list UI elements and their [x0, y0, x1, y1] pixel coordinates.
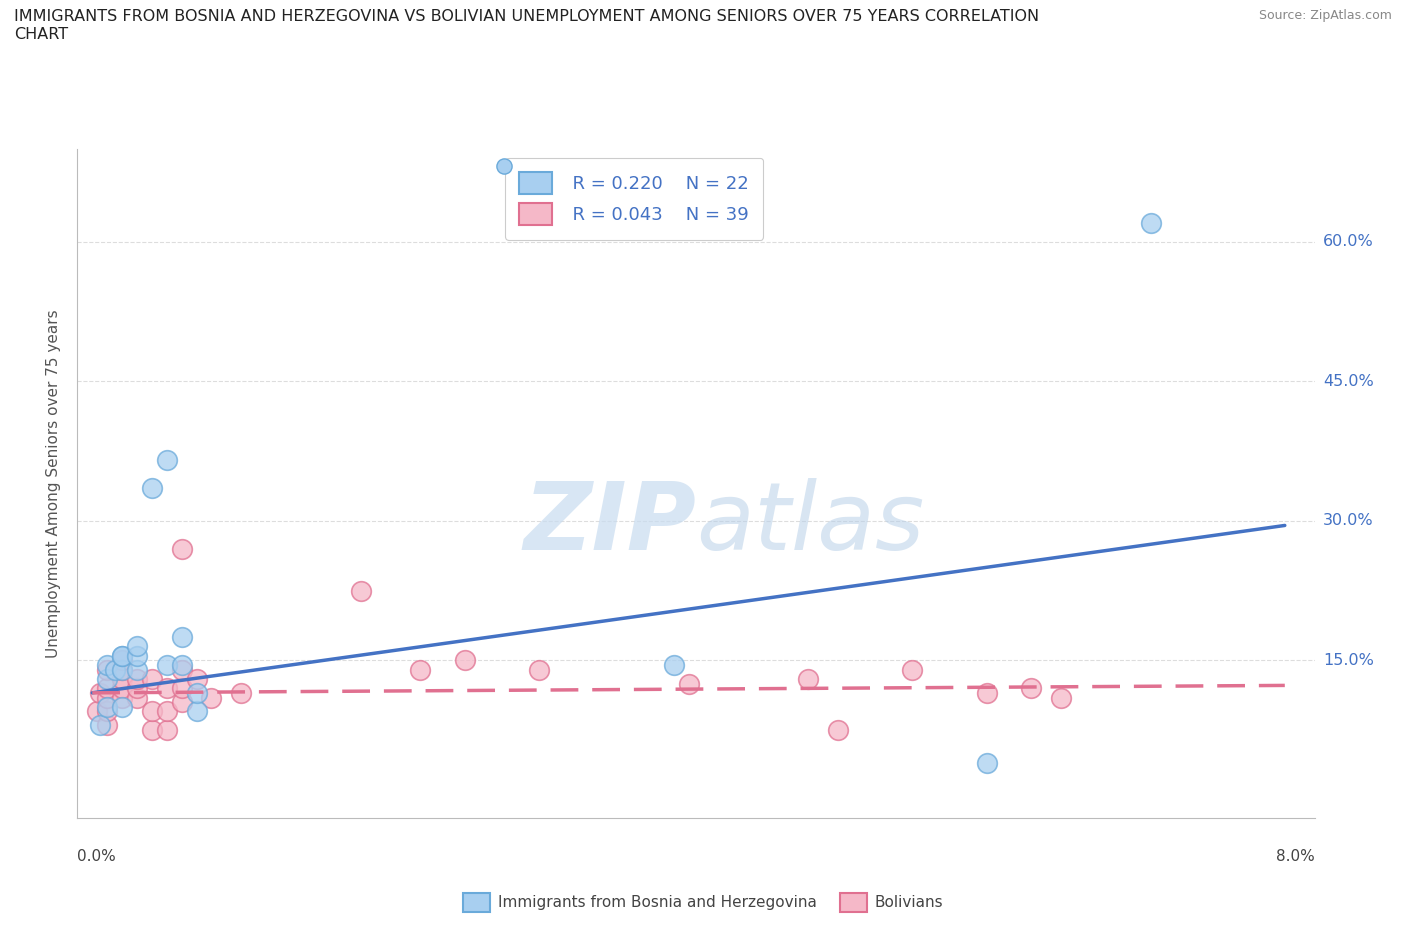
- Point: [96, 704, 118, 719]
- Point: [678, 676, 700, 691]
- Point: [170, 541, 193, 556]
- Text: 8.0%: 8.0%: [1275, 849, 1315, 864]
- Text: 45.0%: 45.0%: [1323, 374, 1374, 389]
- Point: [89, 718, 111, 733]
- Point: [156, 681, 179, 696]
- Point: [96, 658, 118, 672]
- Point: [111, 699, 134, 714]
- Point: [200, 690, 222, 705]
- Point: [96, 718, 118, 733]
- Point: [662, 658, 685, 672]
- Point: [797, 671, 820, 686]
- Text: 15.0%: 15.0%: [1323, 653, 1374, 668]
- Point: [111, 648, 134, 663]
- Point: [1139, 216, 1161, 231]
- Point: [125, 662, 148, 677]
- Point: [156, 658, 179, 672]
- Point: [89, 685, 111, 700]
- Point: [186, 704, 208, 719]
- Point: [976, 685, 998, 700]
- Point: [96, 681, 118, 696]
- Point: [976, 755, 998, 770]
- Point: [349, 583, 371, 598]
- Point: [170, 681, 193, 696]
- Point: [231, 685, 253, 700]
- Point: [186, 685, 208, 700]
- Point: [156, 704, 179, 719]
- Text: atlas: atlas: [696, 478, 924, 569]
- Point: [111, 648, 134, 663]
- Point: [170, 662, 193, 677]
- Point: [86, 704, 108, 719]
- Point: [111, 662, 134, 677]
- Point: [125, 648, 148, 663]
- Point: [125, 690, 148, 705]
- Point: [454, 653, 477, 668]
- Point: [409, 662, 432, 677]
- Point: [170, 695, 193, 710]
- Point: [1050, 690, 1073, 705]
- Point: [111, 662, 134, 677]
- Point: [827, 723, 849, 737]
- Point: [125, 639, 148, 654]
- Point: [529, 662, 551, 677]
- Text: 30.0%: 30.0%: [1323, 513, 1374, 528]
- Y-axis label: Unemployment Among Seniors over 75 years: Unemployment Among Seniors over 75 years: [46, 310, 62, 658]
- Point: [156, 453, 179, 468]
- Point: [125, 681, 148, 696]
- Text: 60.0%: 60.0%: [1323, 234, 1374, 249]
- Point: [96, 699, 118, 714]
- Point: [141, 671, 163, 686]
- Point: [141, 723, 163, 737]
- Point: [111, 690, 134, 705]
- Text: Source: ZipAtlas.com: Source: ZipAtlas.com: [1258, 9, 1392, 22]
- Point: [96, 690, 118, 705]
- Point: [111, 681, 134, 696]
- Point: [186, 671, 208, 686]
- Point: [111, 653, 134, 668]
- Point: [96, 671, 118, 686]
- Point: [141, 704, 163, 719]
- Text: ZIP: ZIP: [523, 478, 696, 570]
- Point: [96, 662, 118, 677]
- Point: [125, 671, 148, 686]
- Point: [141, 481, 163, 496]
- Point: [156, 723, 179, 737]
- Text: IMMIGRANTS FROM BOSNIA AND HERZEGOVINA VS BOLIVIAN UNEMPLOYMENT AMONG SENIORS OV: IMMIGRANTS FROM BOSNIA AND HERZEGOVINA V…: [14, 9, 1039, 42]
- Point: [901, 662, 924, 677]
- Point: [170, 630, 193, 644]
- Point: [170, 658, 193, 672]
- Text: 0.0%: 0.0%: [77, 849, 117, 864]
- Legend:   R = 0.220    N = 22,   R = 0.043    N = 39: R = 0.220 N = 22, R = 0.043 N = 39: [505, 158, 763, 240]
- Point: [111, 671, 134, 686]
- Point: [104, 662, 127, 677]
- Legend: Immigrants from Bosnia and Herzegovina, Bolivians: Immigrants from Bosnia and Herzegovina, …: [457, 887, 949, 918]
- Point: [1021, 681, 1043, 696]
